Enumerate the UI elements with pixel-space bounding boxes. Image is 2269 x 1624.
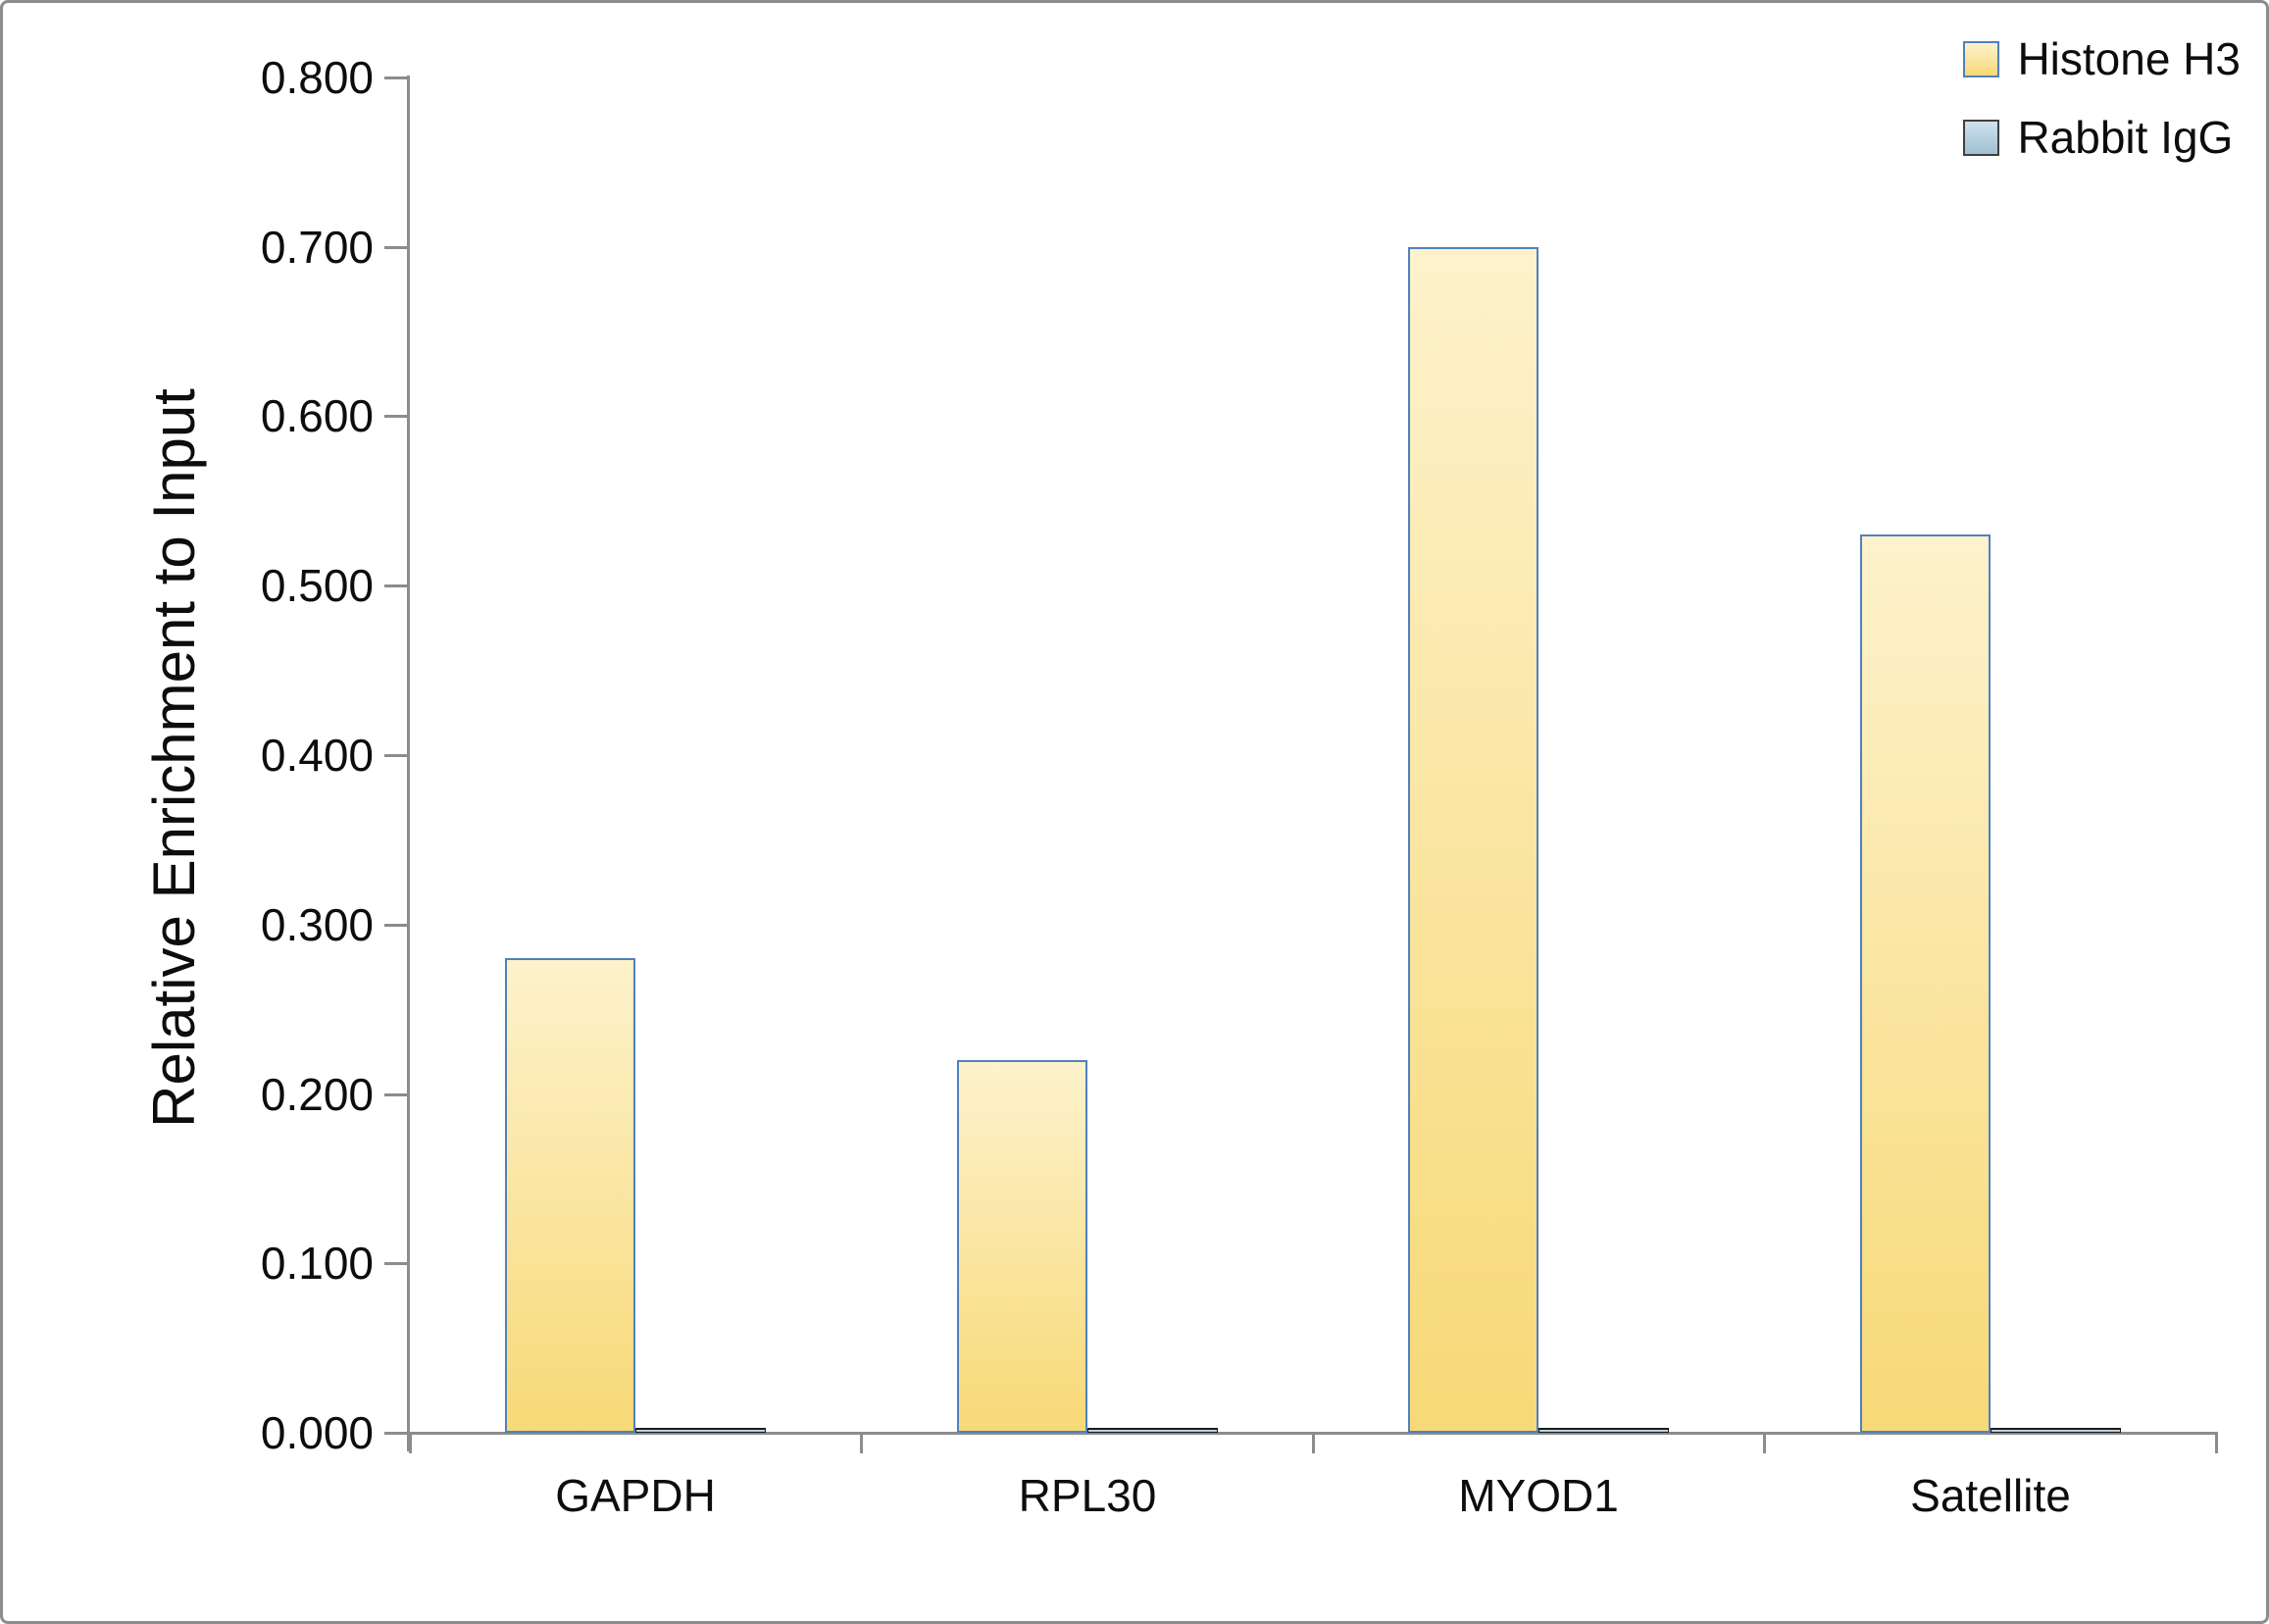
y-tick xyxy=(384,246,407,249)
x-category-label-gapdh: GAPDH xyxy=(555,1470,716,1521)
legend-label: Histone H3 xyxy=(2017,33,2241,84)
y-tick-label: 0.600 xyxy=(260,390,374,441)
y-tick xyxy=(384,1262,407,1265)
y-tick-label: 0.000 xyxy=(260,1407,374,1458)
y-tick xyxy=(384,1093,407,1096)
bar-histone-h3-gapdh xyxy=(505,958,635,1433)
y-tick-label: 0.700 xyxy=(260,222,374,273)
y-tick-label: 0.500 xyxy=(260,560,374,611)
bar-histone-h3-satellite xyxy=(1860,534,1991,1433)
y-axis-line xyxy=(407,76,410,1451)
legend-swatch-icon xyxy=(1963,119,2000,156)
y-tick-label: 0.100 xyxy=(260,1238,374,1289)
y-tick-label: 0.400 xyxy=(260,730,374,781)
x-tick xyxy=(1763,1432,1766,1453)
legend-swatch-icon xyxy=(1963,40,2000,77)
y-tick xyxy=(384,584,407,587)
x-category-label-myod1: MYOD1 xyxy=(1458,1470,1619,1521)
y-tick xyxy=(384,754,407,757)
x-tick xyxy=(1312,1432,1315,1453)
x-category-label-rpl30: RPL30 xyxy=(1018,1470,1157,1521)
bar-histone-h3-myod1 xyxy=(1408,247,1538,1433)
bar-rabbit-igg-gapdh xyxy=(635,1428,766,1433)
bar-rabbit-igg-myod1 xyxy=(1538,1428,1669,1433)
legend-label: Rabbit IgG xyxy=(2017,112,2234,163)
bar-histone-h3-rpl30 xyxy=(957,1060,1087,1433)
y-tick xyxy=(384,76,407,79)
y-tick-label: 0.300 xyxy=(260,899,374,950)
x-category-label-satellite: Satellite xyxy=(1910,1470,2071,1521)
x-axis-line xyxy=(384,1432,2216,1435)
x-tick xyxy=(2215,1432,2218,1453)
y-tick xyxy=(384,924,407,927)
x-tick xyxy=(860,1432,863,1453)
legend-item-rabbit-igg: Rabbit IgG xyxy=(1963,111,2241,164)
y-tick xyxy=(384,415,407,418)
legend-item-histone-h3: Histone H3 xyxy=(1963,32,2241,85)
y-tick-label: 0.200 xyxy=(260,1069,374,1120)
x-tick xyxy=(409,1432,412,1453)
bar-rabbit-igg-rpl30 xyxy=(1087,1428,1218,1433)
y-axis-title-text: Relative Enrichment to Input xyxy=(141,388,207,1128)
y-tick xyxy=(384,1432,407,1435)
y-tick-label: 0.800 xyxy=(260,52,374,103)
bar-rabbit-igg-satellite xyxy=(1991,1428,2121,1433)
legend: Histone H3 Rabbit IgG xyxy=(1963,32,2241,164)
